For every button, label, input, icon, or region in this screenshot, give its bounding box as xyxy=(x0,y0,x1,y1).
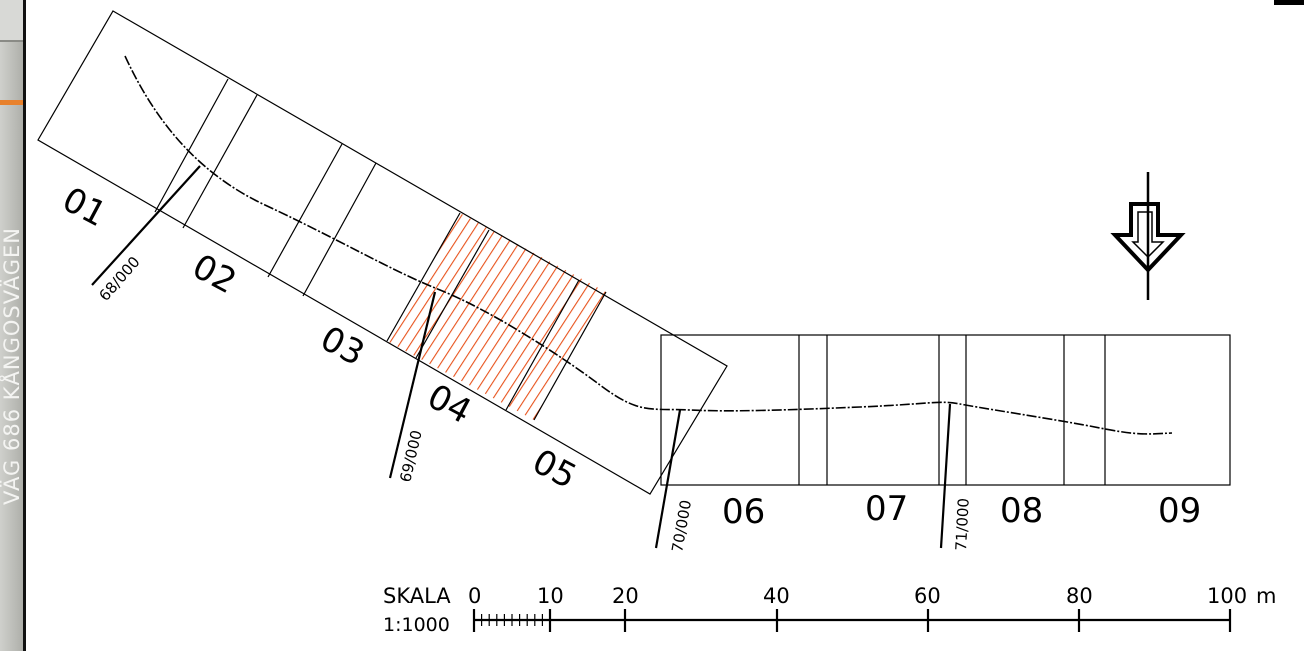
divider xyxy=(386,212,461,342)
scale-minor-ticks xyxy=(481,614,544,626)
section-label-02: 02 xyxy=(186,247,243,303)
divider xyxy=(415,229,490,359)
scale-tick-label: 40 xyxy=(763,584,790,608)
section-label-01: 01 xyxy=(56,180,113,236)
divider xyxy=(267,143,343,278)
chainage-label: 68/000 xyxy=(95,253,143,305)
north-arrow-icon xyxy=(1110,172,1186,300)
section-label-07: 07 xyxy=(865,489,908,529)
sidebar-edge xyxy=(23,0,26,651)
sidebar-road-label: VÄG 686 KÅNGOSVÄGEN xyxy=(0,227,24,505)
scale-tick-label: 100 xyxy=(1207,584,1247,608)
section-label-09: 09 xyxy=(1158,491,1201,531)
chainage-line-70 xyxy=(654,409,682,549)
road-centerline xyxy=(124,55,1173,435)
sidebar-top-panel xyxy=(0,0,23,42)
sidebar-road-label-svg: VÄG 686 KÅNGOSVÄGEN xyxy=(0,227,24,505)
scale-label: SKALA xyxy=(383,584,451,608)
chainage-label: 71/000 xyxy=(952,498,973,552)
sidebar-photo-strip: VÄG 686 KÅNGOSVÄGEN xyxy=(0,0,26,651)
chainage-line-69 xyxy=(388,291,437,479)
scale-tick-label: 80 xyxy=(1066,584,1093,608)
scale-tick-label: 20 xyxy=(612,584,639,608)
divider xyxy=(533,291,607,421)
chainage-line-71 xyxy=(939,403,952,549)
hatched-area-section-04 xyxy=(387,213,606,420)
segment-outline-upper xyxy=(37,10,728,495)
divider xyxy=(154,78,229,213)
scale-tick-label: 0 xyxy=(468,584,481,608)
sidebar-accent-bar xyxy=(0,100,23,105)
chainage-line-68 xyxy=(91,165,201,286)
section-label-08: 08 xyxy=(1000,491,1043,531)
corner-mark xyxy=(1274,0,1304,5)
scale-ratio: 1:1000 xyxy=(383,614,450,636)
divider xyxy=(182,94,258,229)
scale-tick-label: 60 xyxy=(914,584,941,608)
chainage-markers xyxy=(91,165,952,549)
scale-unit: m xyxy=(1256,584,1276,608)
rotated-segment xyxy=(37,10,728,495)
scale-tick-label: 10 xyxy=(537,584,564,608)
scale-bar: SKALA 1:1000 0 10 20 40 60 80 100 m xyxy=(383,584,1276,636)
chainage-label: 70/000 xyxy=(668,499,695,554)
divider xyxy=(302,162,377,297)
section-label-06: 06 xyxy=(722,492,765,532)
